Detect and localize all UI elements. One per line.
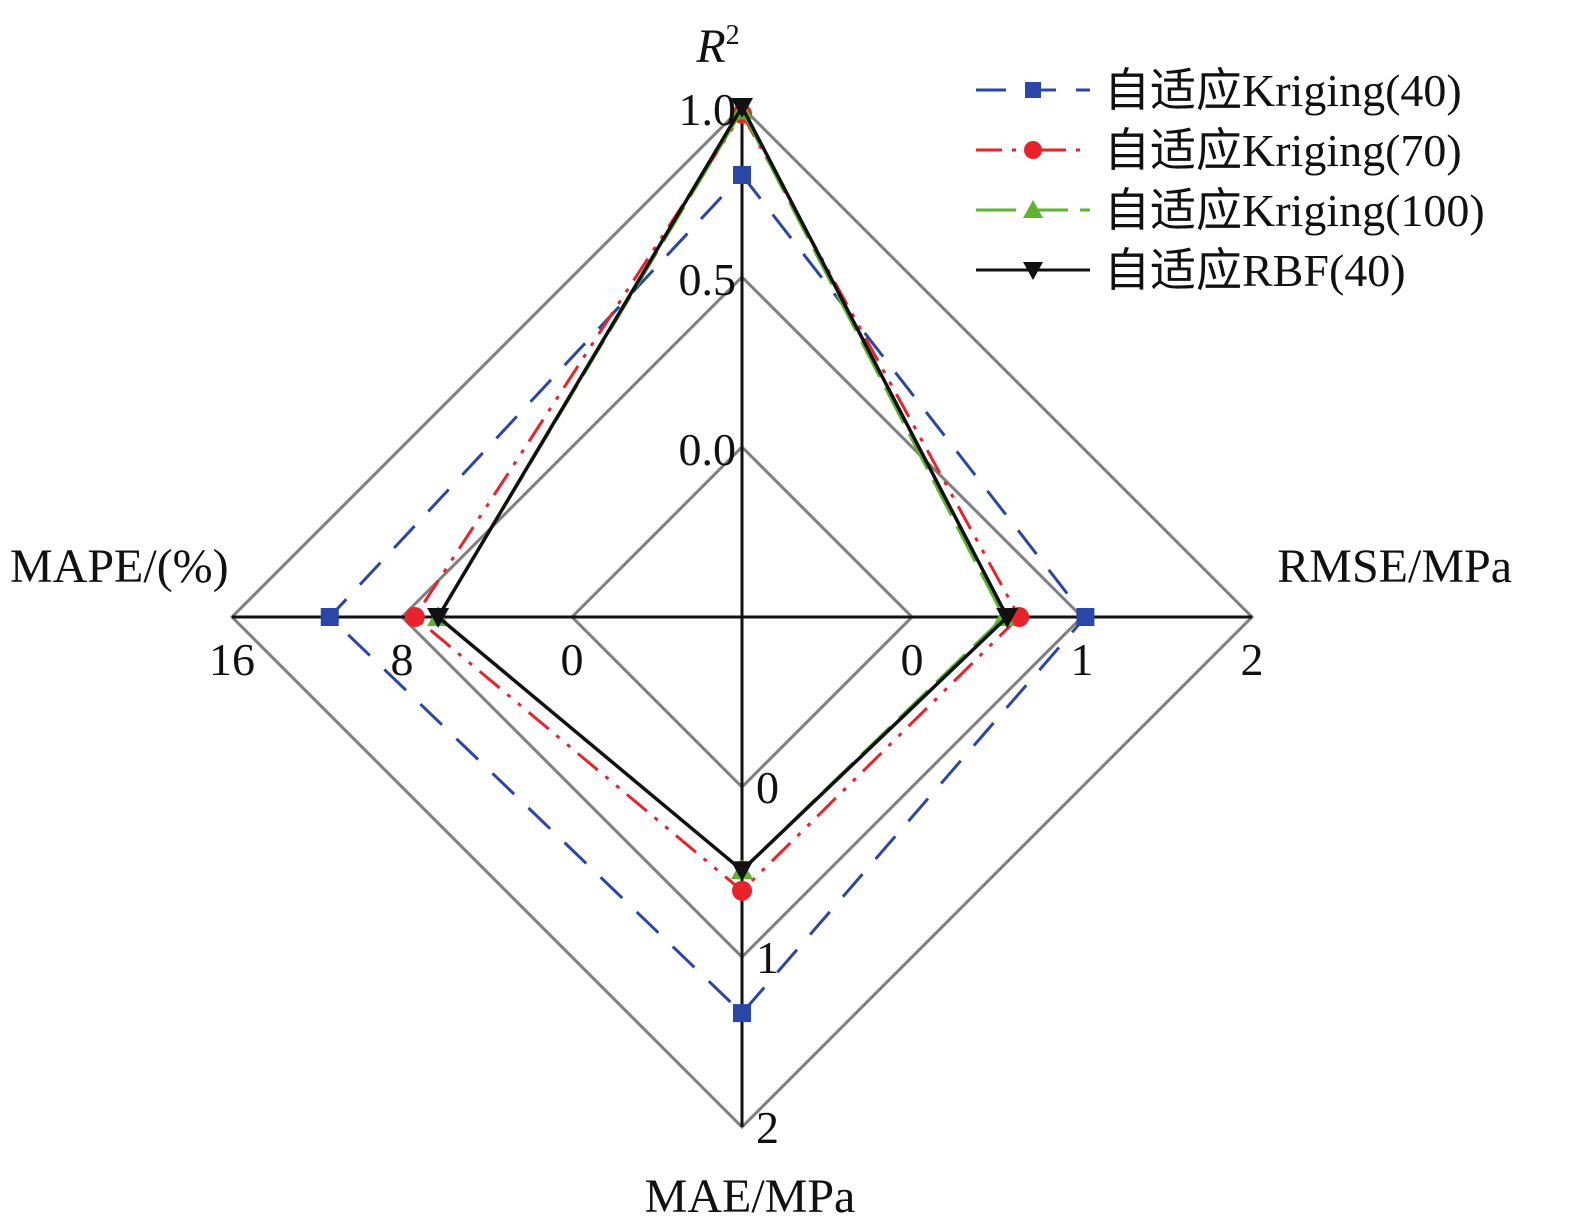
- tick-label-rmse-2: 2: [1241, 634, 1264, 685]
- legend-label-3: 自适应RBF(40): [1104, 245, 1406, 296]
- series-line-0: [327, 172, 1088, 1016]
- tick-labels: 0.0 0.5 1.0 0 1 2 0 1 2 0 8 16: [209, 84, 1264, 1153]
- tick-label-mae-2: 2: [756, 1102, 779, 1153]
- legend-marker-0: [1025, 82, 1041, 98]
- series: [320, 98, 1095, 1023]
- tick-label-mape-0: 0: [561, 634, 584, 685]
- series-1-point-mape: [404, 607, 425, 627]
- tick-label-mae-0: 0: [756, 762, 779, 813]
- legend-label-1: 自适应Kriging(70): [1104, 125, 1462, 176]
- axis-title-r2-main: R: [695, 20, 725, 73]
- series-0-point-r2: [733, 166, 751, 184]
- tick-label-mae-1: 1: [756, 932, 779, 983]
- tick-label-mape-1: 8: [391, 634, 414, 685]
- legend-item-0: 自适应Kriging(40): [976, 65, 1462, 116]
- series-0-point-mae: [733, 1004, 751, 1023]
- legend-marker-1: [1024, 141, 1042, 159]
- tick-label-rmse-0: 0: [901, 634, 924, 685]
- series-3-point-rmse: [996, 608, 1019, 628]
- axis-title-mape: MAPE/(%): [10, 540, 229, 593]
- legend-item-3: 自适应RBF(40): [976, 245, 1406, 296]
- legend-label-2: 自适应Kriging(100): [1104, 185, 1485, 236]
- legend-marker-3: [1023, 262, 1043, 280]
- axis-title-rmse: RMSE/MPa: [1277, 540, 1512, 593]
- series-line-3: [435, 103, 1010, 873]
- legend-label-0: 自适应Kriging(40): [1104, 65, 1462, 116]
- series-line-2: [436, 107, 1006, 873]
- tick-label-r2-2: 1.0: [679, 84, 737, 135]
- tick-label-rmse-1: 1: [1071, 634, 1094, 685]
- series-0-point-mape: [320, 608, 339, 626]
- legend-item-2: 自适应Kriging(100): [976, 185, 1485, 236]
- series-3-point-r2: [731, 98, 753, 118]
- legend: 自适应Kriging(40) 自适应Kriging(70) 自适应Kriging(1…: [976, 65, 1485, 296]
- series-3: [427, 98, 1019, 882]
- series-3-point-mae: [731, 861, 753, 882]
- series-0-point-rmse: [1076, 608, 1095, 626]
- series-1: [404, 103, 1030, 901]
- series-1-point-mae: [732, 880, 752, 901]
- axis-title-mae: MAE/MPa: [645, 1170, 856, 1223]
- axis-title-r2-sup: 2: [726, 20, 740, 51]
- series-3-point-mape: [427, 608, 450, 628]
- tick-label-r2-0: 0.0: [679, 424, 737, 475]
- legend-marker-2: [1023, 200, 1043, 218]
- tick-label-mape-2: 16: [209, 634, 255, 685]
- legend-item-1: 自适应Kriging(70): [976, 125, 1462, 176]
- axes: [232, 107, 1252, 1127]
- tick-label-r2-1: 0.5: [679, 254, 737, 305]
- axis-title-r2: R2: [695, 20, 739, 73]
- series-0: [320, 166, 1095, 1023]
